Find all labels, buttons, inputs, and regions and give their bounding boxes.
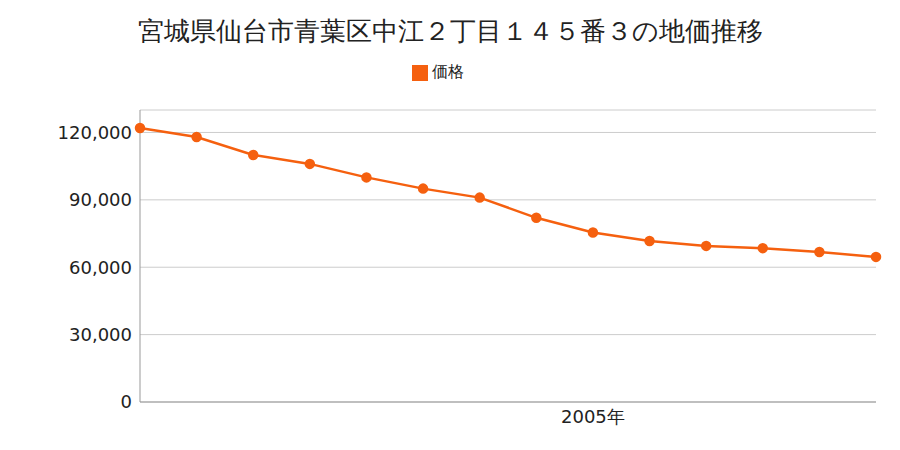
html-text:宮城県仙台市青葉区中江２丁目１４５番３の地価推移: 宮城県仙台市青葉区中江２丁目１４５番３の地価推移 bbox=[137, 16, 763, 46]
svg-text:60,000: 60,000 bbox=[69, 257, 132, 278]
svg-text:0: 0 bbox=[121, 391, 132, 412]
svg-text:90,000: 90,000 bbox=[69, 189, 132, 210]
html-text:価格: 価格 bbox=[432, 62, 464, 81]
svg-text:2005年: 2005年 bbox=[561, 406, 625, 427]
svg-text:30,000: 30,000 bbox=[69, 324, 132, 345]
svg-text:120,000: 120,000 bbox=[58, 122, 132, 143]
